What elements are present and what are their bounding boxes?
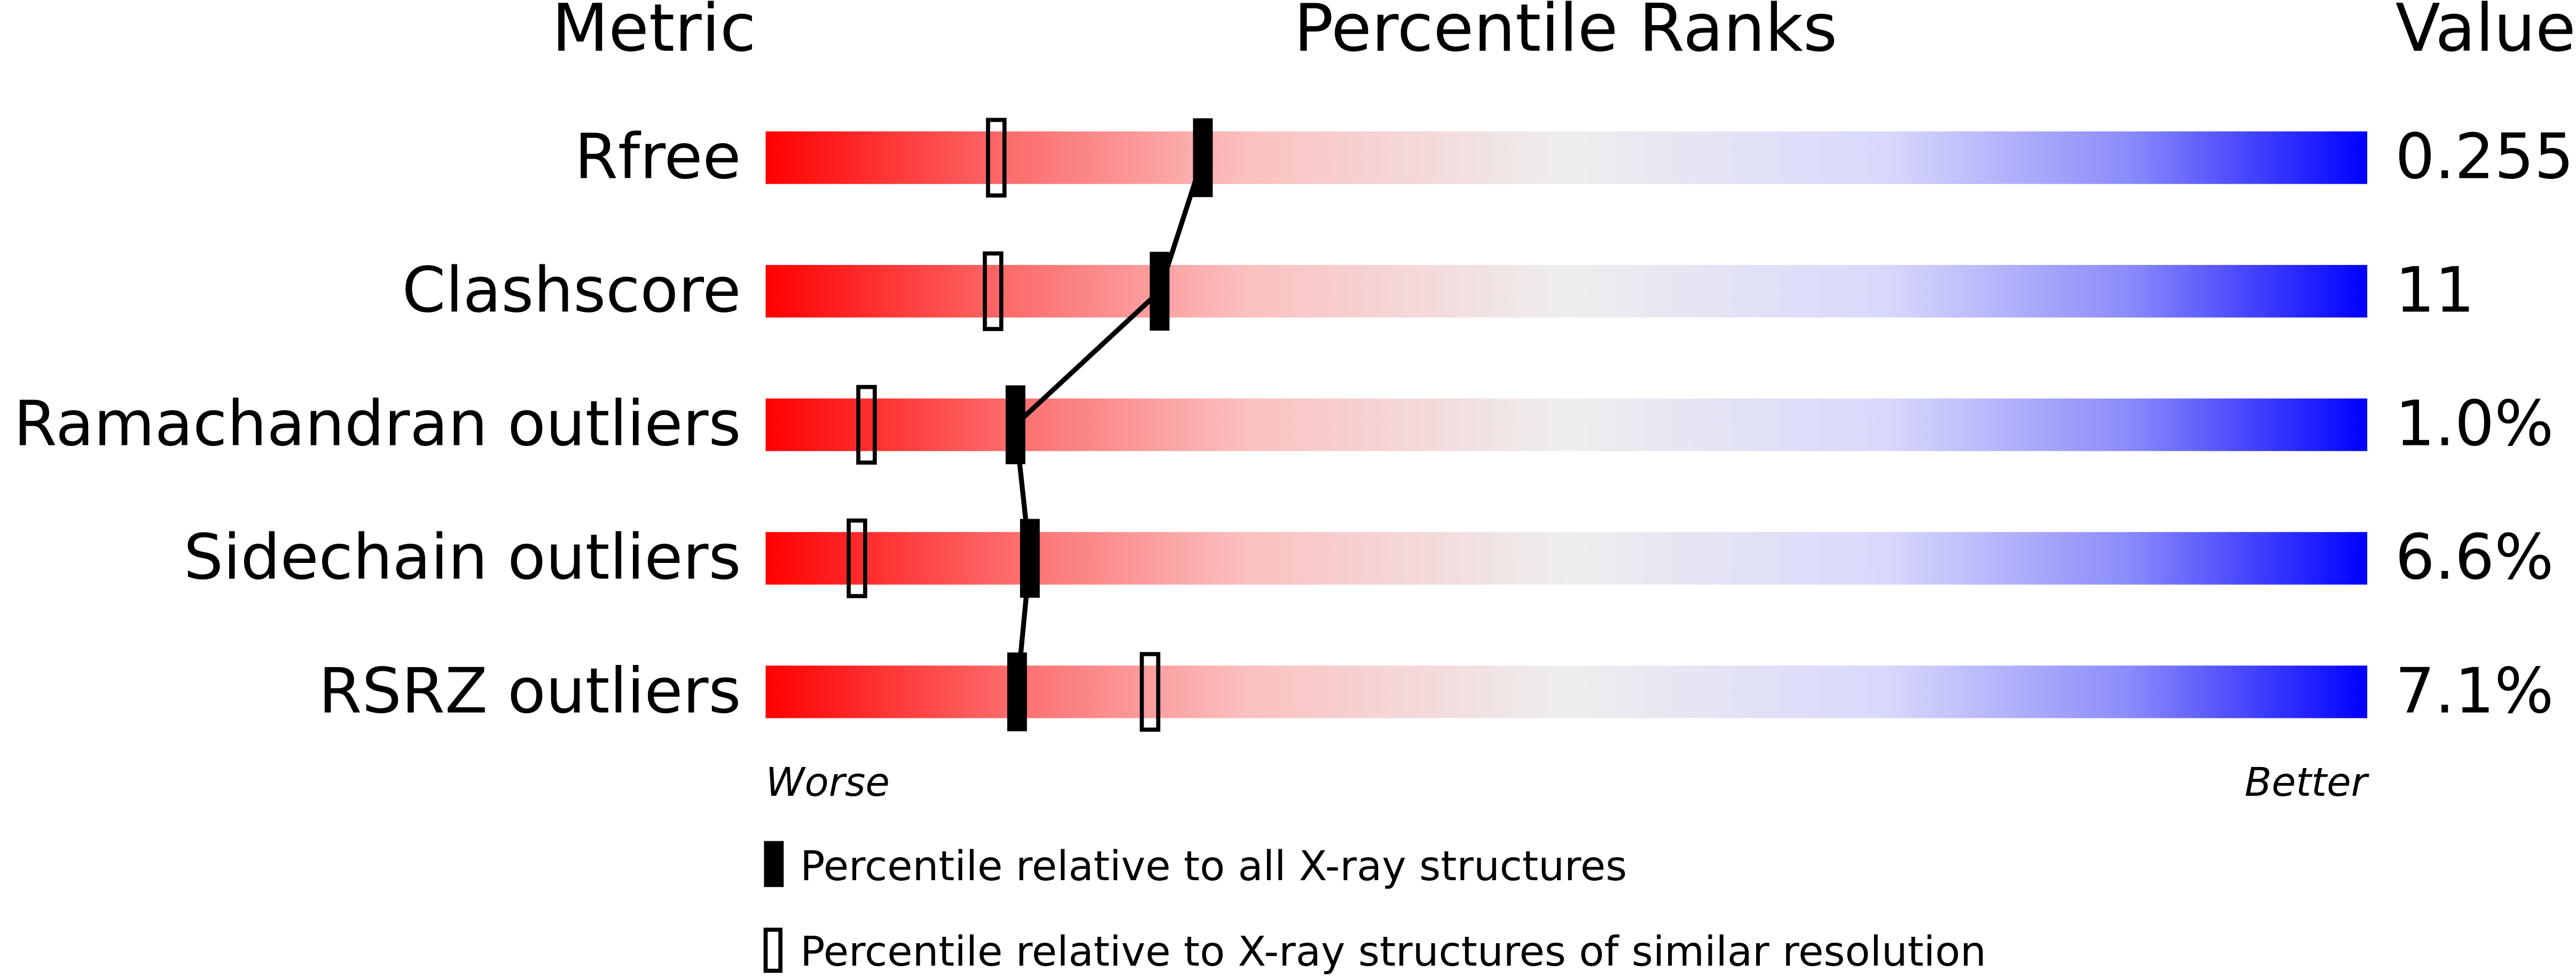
percentile-bar: [765, 665, 2368, 718]
percentile-bar: [765, 532, 2368, 585]
metric-label: Clashscore: [402, 254, 741, 327]
percentile-bar: [765, 131, 2368, 184]
all-marker: [1149, 252, 1170, 331]
percentile-bar: [765, 265, 2368, 318]
metric-value: 7.1%: [2395, 655, 2554, 727]
all-marker: [1007, 652, 1027, 732]
all-marker: [1020, 519, 1040, 598]
similar-marker: [986, 118, 1007, 198]
similar-marker: [983, 251, 1004, 331]
x-label-right: Better: [2244, 759, 2369, 805]
similar-marker: [1139, 652, 1161, 732]
metric-label: Ramachandran outliers: [13, 388, 741, 460]
similar-marker: [856, 385, 877, 465]
all-marker: [1193, 118, 1213, 198]
metric-value: 6.6%: [2395, 521, 2554, 594]
legend-swatch-open: [763, 927, 783, 973]
metric-label: RSRZ outliers: [318, 655, 741, 727]
metric-value: 11: [2395, 254, 2475, 327]
similar-marker: [847, 518, 867, 598]
header-value: Value: [2395, 0, 2576, 67]
legend-swatch-filled: [764, 841, 784, 887]
legend-label: Percentile relative to all X-ray structu…: [800, 843, 1627, 890]
metric-label: Sidechain outliers: [184, 521, 741, 594]
chart-title: Percentile Ranks: [1294, 0, 1837, 67]
x-label-left: Worse: [765, 759, 889, 805]
all-marker: [1005, 385, 1025, 465]
header-metric: Metric: [552, 0, 756, 67]
metric-value: 0.255: [2395, 121, 2574, 193]
metric-value: 1.0%: [2395, 388, 2554, 460]
metric-label: Rfree: [575, 121, 741, 193]
legend-label: Percentile relative to X-ray structures …: [800, 928, 1986, 976]
